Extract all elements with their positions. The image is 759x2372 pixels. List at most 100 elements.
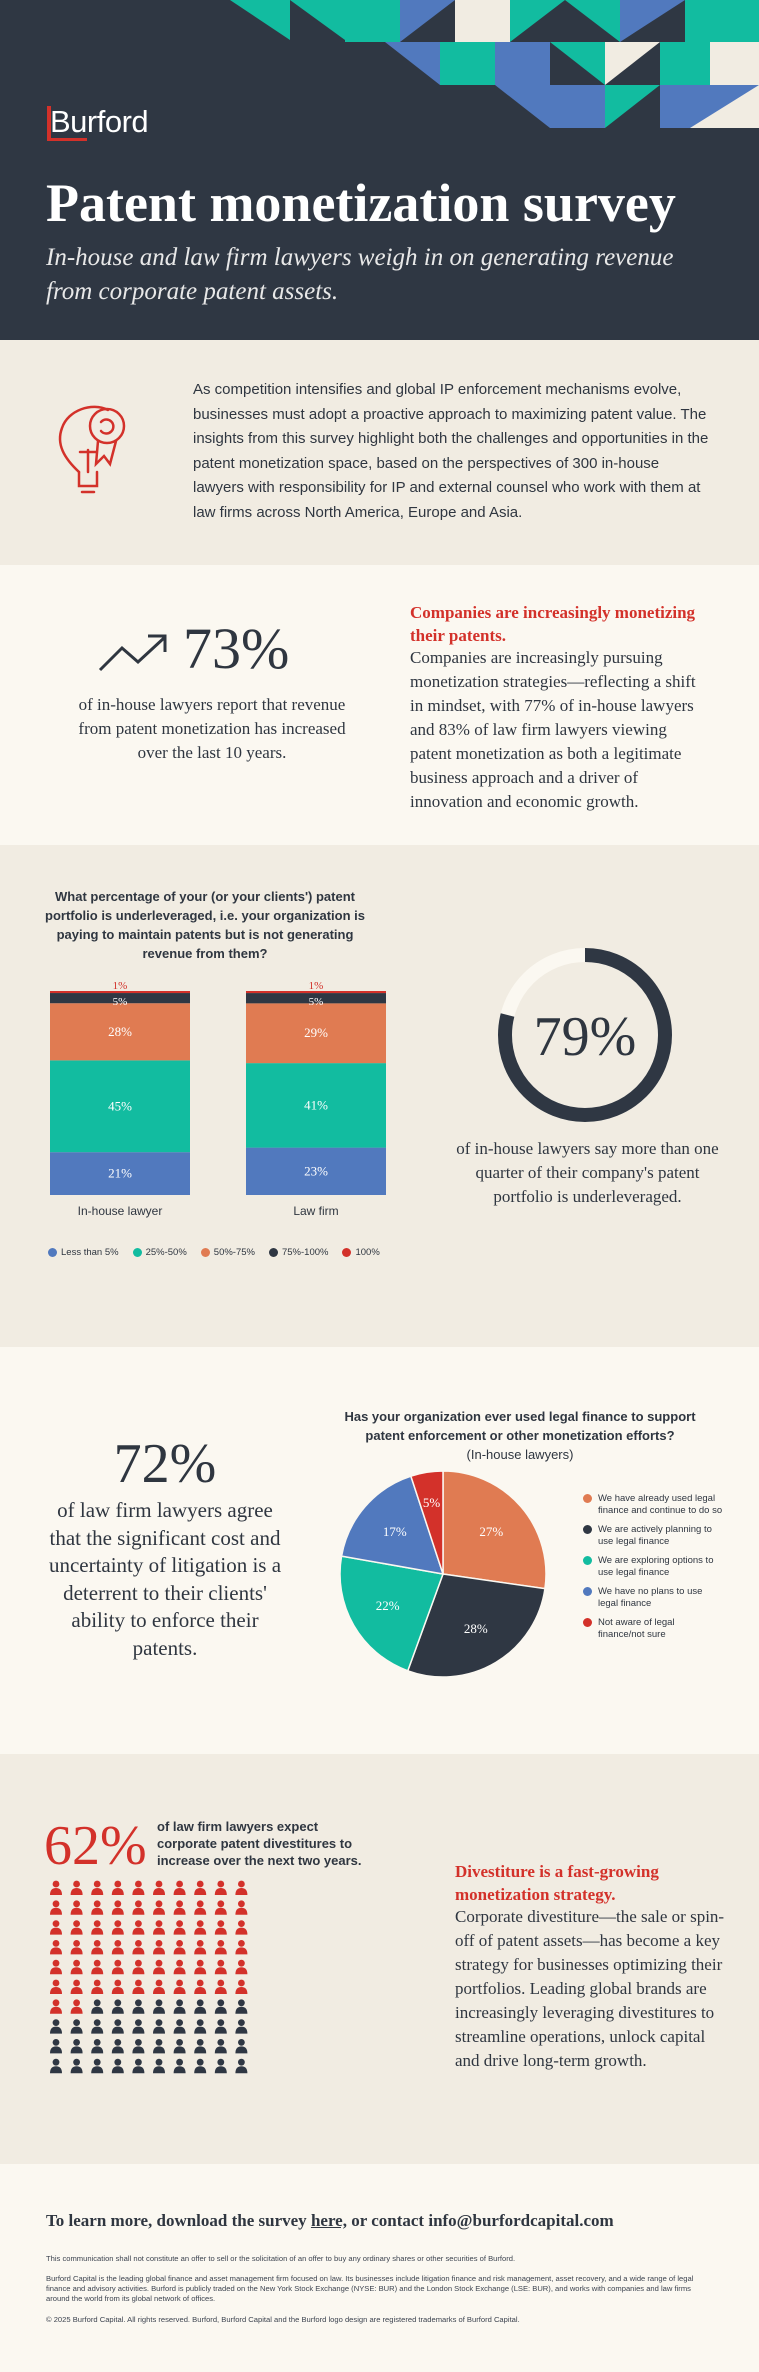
stacked-chart-question: What percentage of your (or your clients… — [45, 889, 365, 961]
bar-segment-1-2 — [246, 1003, 386, 1064]
legend-swatch — [200, 1248, 210, 1257]
pie-question-subtitle: (In-house lawyers) — [466, 1447, 574, 1462]
pie-chart-legend: We have already used legal finance and c… — [583, 1493, 723, 1648]
person-icon — [194, 1900, 207, 1915]
legend-item: Not aware of legal finance/not sure — [583, 1617, 723, 1640]
legend-swatch — [132, 1248, 142, 1257]
person-icon — [173, 1979, 186, 1994]
divestiture-heading: Divestiture is a fast-growing monetizati… — [455, 1862, 659, 1904]
person-icon — [173, 1999, 186, 2014]
finance-stat: 72% — [113, 1433, 217, 1495]
pie-slice-4 — [409, 1470, 444, 1575]
person-icon — [70, 2058, 83, 2074]
person-icon — [214, 2039, 227, 2054]
legend-label: Not aware of legal finance/not sure — [598, 1617, 675, 1640]
bar-label: 5% — [113, 996, 128, 1008]
person-icon — [153, 2058, 165, 2074]
person-icon — [111, 2019, 124, 2034]
growth-section: 73% of in-house lawyers report that reve… — [0, 565, 759, 845]
person-icon — [235, 2039, 248, 2054]
person-icon — [70, 1959, 83, 1975]
legend-swatch — [48, 1248, 57, 1257]
person-icon — [235, 1959, 248, 1975]
person-icon — [153, 1880, 165, 1895]
person-icon — [132, 1880, 145, 1895]
person-icon — [70, 1900, 83, 1915]
legend-label: We have no plans to use legal finance — [598, 1586, 703, 1609]
person-icon — [214, 1940, 227, 1955]
divestiture-body: Corporate divestiture—the sale or spin-o… — [455, 1907, 725, 2070]
legend-label: 50%-75% — [213, 1247, 255, 1258]
person-icon — [91, 1900, 104, 1915]
person-icon — [132, 2039, 145, 2054]
person-icon — [194, 2019, 207, 2034]
stacked-chart-legend: Less than 5% 25%-50% 50%-75% 75%-100% 100% — [48, 1247, 380, 1258]
person-icon — [235, 1979, 248, 1994]
legend-swatch — [583, 1618, 592, 1627]
person-icon — [91, 2019, 104, 2034]
bar-label: 5% — [309, 996, 324, 1008]
category-label: In-house lawyer — [78, 1204, 163, 1218]
person-icon — [132, 2019, 145, 2034]
person-icon — [50, 1920, 62, 1935]
pie-label: 22% — [376, 1598, 400, 1613]
growth-stat: 73% — [183, 616, 290, 681]
copyright-text: © 2025 Burford Capital. All rights reser… — [46, 2315, 520, 2324]
bar-segment-0-3 — [50, 993, 190, 1004]
person-icon — [153, 1940, 165, 1955]
trending-up-arrow-icon — [98, 634, 167, 672]
person-icon — [111, 1979, 124, 1994]
person-icon — [214, 1959, 227, 1975]
person-icon — [173, 1880, 186, 1895]
cta-contact: or contact info@burfordcapital.com — [346, 2211, 614, 2230]
person-icon — [214, 1900, 227, 1915]
person-icon — [91, 2058, 104, 2074]
bar-segment-1-1 — [246, 1063, 386, 1148]
download-survey-link[interactable]: here, — [310, 2211, 347, 2230]
person-icon — [235, 1880, 248, 1895]
legend-item: We have no plans to use legal finance — [583, 1586, 723, 1609]
person-icon — [194, 1959, 207, 1975]
pie-question-text: Has your organization ever used legal fi… — [344, 1409, 696, 1443]
person-icon — [214, 1920, 227, 1935]
growth-body: Companies are increasingly pursuing mone… — [410, 648, 696, 811]
pie-label: 28% — [464, 1621, 488, 1636]
person-icon — [50, 1940, 62, 1955]
legend-swatch — [583, 1587, 592, 1596]
person-icon — [91, 1999, 104, 2014]
growth-stat-description: of in-house lawyers report that revenue … — [78, 695, 346, 762]
person-icon — [235, 1900, 248, 1915]
legend-swatch — [583, 1525, 592, 1534]
person-icon — [132, 1900, 145, 1915]
bar-label: 21% — [108, 1166, 132, 1181]
bar-segment-0-4 — [50, 991, 190, 994]
person-icon — [132, 1979, 145, 1994]
pie-label: 27% — [479, 1524, 503, 1539]
person-icon — [111, 1940, 124, 1955]
bar-segment-0-2 — [50, 1003, 190, 1061]
person-icon — [70, 1999, 83, 2014]
person-icon — [194, 1940, 207, 1955]
page-subtitle: In-house and law firm lawyers weigh in o… — [46, 244, 674, 305]
person-icon — [70, 1880, 83, 1895]
person-icon — [50, 1999, 62, 2014]
legend-swatch — [583, 1556, 592, 1565]
person-icon — [194, 1979, 207, 1994]
bar-segment-1-0 — [246, 1147, 386, 1195]
pie-chart-question: Has your organization ever used legal fi… — [330, 1407, 710, 1464]
legend-label: We are actively planning to use legal fi… — [598, 1524, 712, 1547]
underleveraged-stat: 79% — [533, 1006, 637, 1068]
legend-item: 100% — [342, 1247, 380, 1258]
pie-label: 5% — [423, 1495, 441, 1510]
pie-slice-2 — [339, 1555, 445, 1672]
divestiture-section: 62% of law firm lawyers expect corporate… — [0, 1754, 759, 2164]
legend-label: 100% — [355, 1247, 380, 1258]
person-icon — [214, 1979, 227, 1994]
legend-label: Less than 5% — [61, 1247, 119, 1258]
bar-segment-0-1 — [50, 1060, 190, 1153]
person-icon — [70, 2039, 83, 2054]
burford-logo[interactable]: Burford — [47, 104, 149, 141]
legal-finance-pie-chart: 27% 28% 22% 17% 5% — [339, 1470, 547, 1678]
person-icon — [91, 1959, 104, 1975]
person-icon — [50, 2039, 62, 2054]
